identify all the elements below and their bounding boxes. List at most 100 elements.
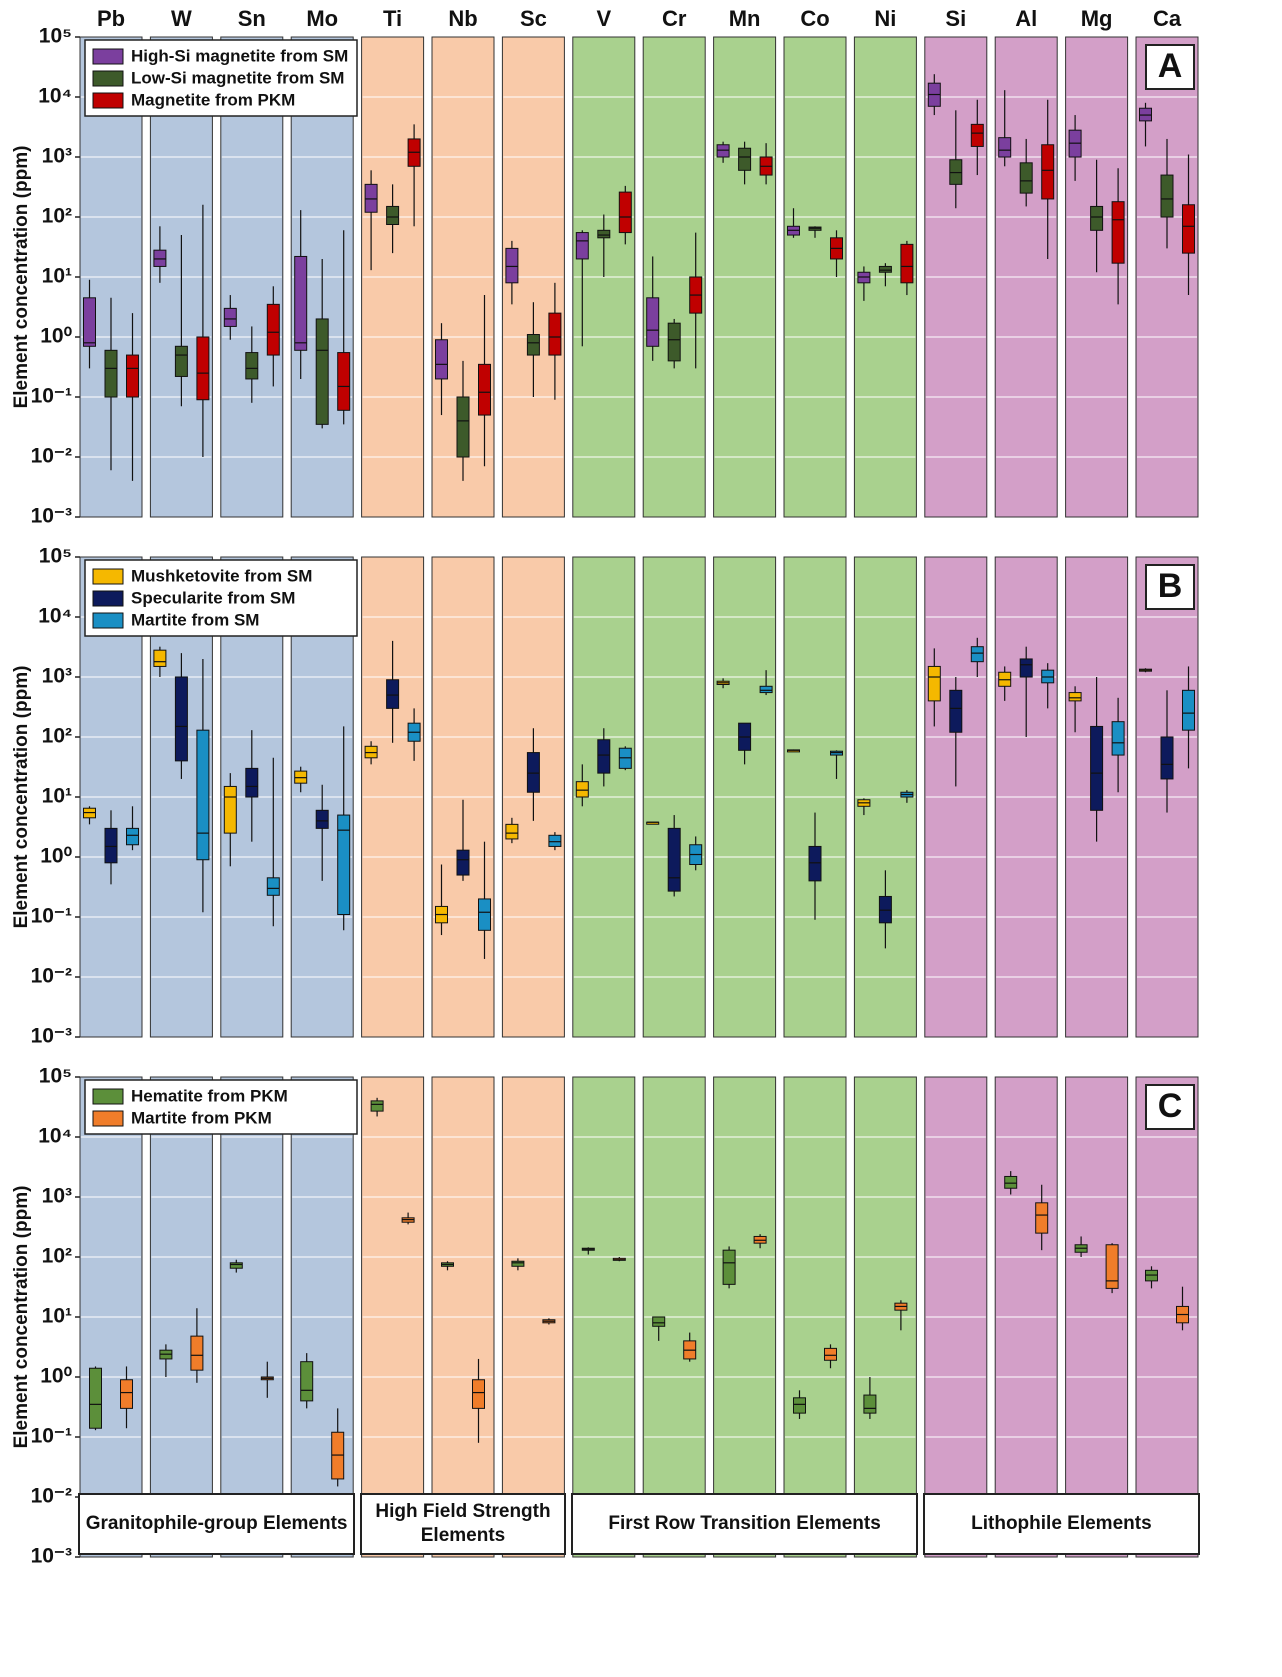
box (1035, 1202, 1049, 1234)
column-header: V (596, 6, 611, 31)
legend-swatch (92, 70, 124, 87)
box (716, 144, 730, 158)
legend-swatch (92, 1110, 124, 1127)
box (1160, 174, 1174, 218)
box (575, 781, 589, 798)
legend-box (84, 559, 358, 637)
box (456, 849, 470, 876)
box (126, 827, 139, 846)
legend-label: Mushketovite from SM (131, 566, 312, 585)
panel-label-box (1145, 564, 1195, 610)
box (970, 123, 984, 147)
box (89, 1367, 102, 1429)
box (1019, 162, 1033, 194)
box (370, 1100, 384, 1112)
y-tick-label: 10⁴ (38, 605, 72, 628)
box (364, 183, 378, 213)
box (104, 827, 118, 864)
y-tick-label: 10⁰ (40, 325, 72, 348)
box (1182, 689, 1195, 731)
y-tick-label: 10⁻¹ (31, 1425, 72, 1448)
group-label: High Field Strength Elements (359, 1493, 567, 1555)
box (266, 877, 280, 896)
box (667, 322, 681, 362)
legend-label: High-Si magnetite from SM (131, 46, 348, 65)
box (1068, 692, 1082, 702)
box (1160, 736, 1174, 780)
column-header: Pb (97, 6, 125, 31)
y-tick-label: 10⁻¹ (31, 385, 72, 408)
box (196, 729, 210, 861)
box (652, 1316, 666, 1327)
legend-box (84, 39, 358, 117)
box (900, 243, 914, 284)
box (478, 898, 491, 931)
box (526, 334, 540, 356)
box (300, 1361, 314, 1402)
column-header: Co (800, 6, 829, 31)
box (526, 752, 540, 793)
box (808, 845, 822, 882)
legend-label: Martite from SM (131, 610, 259, 629)
y-tick-label: 10⁴ (38, 85, 72, 108)
group-label: First Row Transition Elements (570, 1493, 919, 1555)
column-header: Mn (729, 6, 761, 31)
box (83, 297, 96, 347)
group-label: Lithophile Elements (922, 1493, 1200, 1555)
box (646, 297, 660, 347)
panel-label-box (1145, 44, 1195, 90)
legend-label: Magnetite from PKM (131, 90, 295, 109)
box (196, 336, 210, 401)
box (575, 232, 589, 260)
box (1041, 144, 1055, 200)
legend-box (84, 1079, 358, 1135)
box (927, 665, 941, 702)
column-header: Ti (383, 6, 402, 31)
box (478, 363, 491, 416)
column-header: Nb (448, 6, 477, 31)
box (597, 229, 611, 239)
box (337, 352, 351, 411)
y-tick-label: 10⁰ (40, 845, 72, 868)
y-axis-label: Element concentration (ppm) (11, 1186, 32, 1449)
y-tick-label: 10⁵ (39, 1065, 72, 1088)
y-tick-label: 10⁵ (39, 25, 72, 48)
legend-swatch (92, 92, 124, 109)
box (1105, 1244, 1119, 1289)
box (548, 834, 562, 847)
y-tick-label: 10¹ (42, 1305, 72, 1328)
y-axis-label: Element concentration (ppm) (11, 146, 32, 409)
box (294, 255, 308, 351)
box (738, 147, 752, 171)
box (597, 739, 611, 774)
y-tick-label: 10⁵ (39, 545, 72, 568)
box (315, 809, 329, 829)
column-header: Sn (238, 6, 266, 31)
box (824, 1347, 837, 1361)
column-header: Ca (1153, 6, 1182, 31)
box (245, 352, 259, 380)
legend-swatch (92, 568, 124, 585)
box (435, 339, 448, 380)
box (245, 767, 259, 798)
box (1111, 201, 1125, 264)
legend-swatch (92, 612, 124, 629)
box (153, 649, 167, 667)
y-tick-label: 10² (42, 725, 72, 748)
y-tick-label: 10⁻¹ (31, 905, 72, 928)
column-header: Cr (662, 6, 687, 31)
box (1090, 205, 1104, 231)
legend-label: Specularite from SM (131, 588, 295, 607)
column-header: Mo (306, 6, 338, 31)
column-header: Sc (520, 6, 547, 31)
box (505, 823, 519, 840)
box (223, 307, 237, 327)
y-tick-label: 10⁻³ (31, 505, 72, 528)
box (949, 689, 963, 733)
y-tick-label: 10² (42, 1245, 72, 1268)
box (223, 785, 237, 834)
column-header: Al (1015, 6, 1037, 31)
y-tick-label: 10⁻³ (31, 1545, 72, 1568)
y-tick-label: 10⁻² (31, 965, 72, 988)
